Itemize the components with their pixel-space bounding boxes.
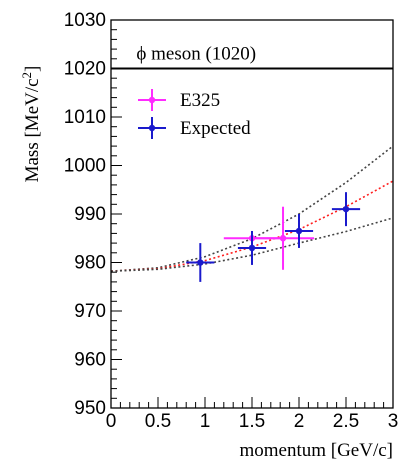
y-axis-title-end: ] xyxy=(22,66,43,72)
e325-marker xyxy=(279,235,287,242)
expected-marker xyxy=(295,227,303,235)
x-tick-label: 1.5 xyxy=(239,411,265,432)
legend-label: Expected xyxy=(180,118,251,139)
x-tick-label: 0 xyxy=(106,411,117,432)
reference-line-label: ϕ meson (1020) xyxy=(136,44,256,65)
x-tick-label: 2 xyxy=(294,411,305,432)
x-tick-label: 3 xyxy=(388,411,399,432)
expected-point xyxy=(331,192,361,227)
expected-point xyxy=(284,214,314,248)
y-tick-label: 1000 xyxy=(64,156,106,177)
expected-marker xyxy=(342,205,350,213)
expected-point xyxy=(237,230,267,265)
x-tick-label: 2.5 xyxy=(333,411,359,432)
y-tick-label: 990 xyxy=(74,204,106,225)
y-tick-label: 970 xyxy=(74,301,106,322)
y-axis: 950 960 970 980 990 1000 1010 1020 1030 xyxy=(64,10,122,419)
expected-point xyxy=(186,243,215,282)
legend-swatch-marker xyxy=(148,124,156,132)
y-axis-title-sup: 2 xyxy=(19,72,34,79)
y-tick-label: 950 xyxy=(74,398,106,419)
expected-marker xyxy=(248,244,256,252)
y-tick-label: 980 xyxy=(74,253,106,274)
legend: E325 Expected xyxy=(138,89,251,139)
x-axis: 0 0.5 1 1.5 2 2.5 3 xyxy=(106,397,399,432)
legend-item-expected: Expected xyxy=(138,117,251,139)
y-tick-label: 1020 xyxy=(64,59,106,80)
y-tick-label: 1010 xyxy=(64,107,106,128)
e325-point xyxy=(252,206,315,270)
x-tick-label: 0.5 xyxy=(145,411,171,432)
legend-label: E325 xyxy=(180,90,220,111)
legend-swatch-marker xyxy=(148,96,156,104)
x-tick-label: 1 xyxy=(200,411,211,432)
y-axis-title-main: Mass [MeV/c xyxy=(22,78,43,182)
y-tick-label: 1030 xyxy=(64,10,106,31)
expected-marker xyxy=(197,259,204,266)
data-points xyxy=(186,192,361,282)
x-axis-title: momentum [GeV/c] xyxy=(239,440,393,461)
plot-frame xyxy=(110,19,394,409)
y-tick-label: 960 xyxy=(74,350,106,371)
legend-item-e325: E325 xyxy=(138,89,220,111)
curve-lower xyxy=(110,217,394,272)
y-axis-title: Mass [MeV/c2] xyxy=(19,66,43,183)
